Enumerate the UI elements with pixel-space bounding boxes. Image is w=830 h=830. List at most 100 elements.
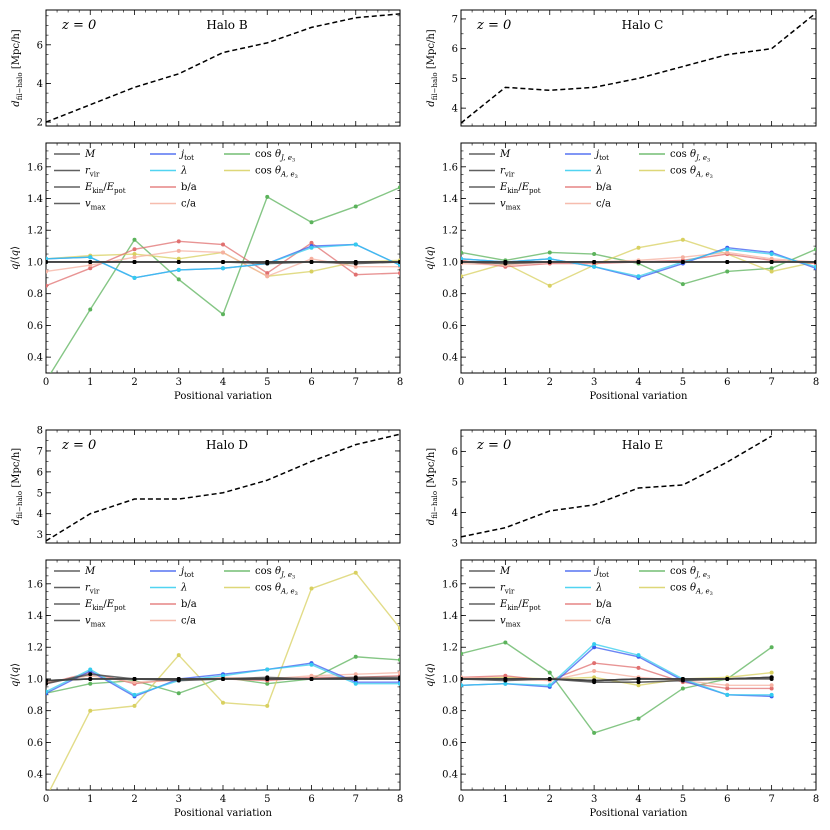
legend-label: rvir <box>85 166 100 179</box>
legend-label: jtot <box>594 566 609 579</box>
legend-label: cos θJ, e3 <box>670 149 710 164</box>
y-tick-label: 1.6 <box>27 162 43 173</box>
series-point <box>132 247 137 252</box>
series-point <box>592 642 597 647</box>
series-point <box>680 255 685 260</box>
series-point <box>132 255 137 260</box>
y-tick-label: 0.4 <box>27 353 43 364</box>
series-point <box>503 673 508 678</box>
series-point <box>353 259 358 264</box>
y-tick-label: 7 <box>37 446 43 457</box>
series-point <box>221 250 225 255</box>
y-tick-label: 6 <box>37 40 43 51</box>
x-tick-label: 4 <box>220 377 226 388</box>
legend-label: c/a <box>181 616 196 627</box>
x-tick-label: 3 <box>591 794 597 805</box>
x-axis-label: Positional variation <box>174 808 272 819</box>
y-tick-label: 4 <box>37 509 43 520</box>
series-point <box>88 708 93 713</box>
series-point <box>680 259 685 264</box>
legend-label: λ <box>180 166 187 177</box>
x-tick-label: 4 <box>220 794 226 805</box>
series-point <box>353 676 358 681</box>
series-point <box>309 673 314 678</box>
series-point <box>176 259 181 264</box>
series-line <box>461 646 772 698</box>
series-point <box>592 645 597 650</box>
series-line <box>461 643 772 696</box>
y-tick-label: 0.4 <box>442 770 458 781</box>
series-point <box>547 259 552 264</box>
series-point <box>309 676 314 681</box>
series-point <box>88 255 93 260</box>
x-tick-label: 8 <box>397 794 403 805</box>
x-axis-label: Positional variation <box>174 391 272 402</box>
series-point <box>636 274 641 279</box>
series-point <box>725 676 730 681</box>
series-point <box>461 259 463 264</box>
series-point <box>769 269 774 274</box>
legend-label: cos θJ, e3 <box>255 149 295 164</box>
series-point <box>88 676 93 681</box>
series-point <box>769 670 774 675</box>
legend-label: jtot <box>179 566 194 579</box>
legend-label: cos θJ, e3 <box>670 566 710 581</box>
series-line <box>50 186 400 373</box>
series-point <box>176 691 181 696</box>
x-tick-label: 6 <box>308 377 314 388</box>
legend-label: vmax <box>85 616 105 629</box>
y-tick-label: 6 <box>37 467 43 478</box>
redshift-label: z = 0 <box>61 438 96 453</box>
halo-b-panel: 2 4 6 z = 0 Halo B dfil−halo [Mpc/h] 0.4 0.6 0.8… <box>10 9 403 402</box>
x-tick-label: 2 <box>547 377 553 388</box>
legend-label: cos θJ, e3 <box>255 566 295 581</box>
legend-label: M <box>84 149 96 160</box>
series-point <box>592 661 597 666</box>
legend-label: λ <box>595 166 602 177</box>
series-point <box>461 683 463 688</box>
legend-label: cos θA, e3 <box>255 166 298 181</box>
y-tick-label: 5 <box>452 74 458 85</box>
x-tick-label: 4 <box>635 377 641 388</box>
distance-line <box>460 435 773 538</box>
y-tick-label: 4 <box>452 104 458 115</box>
bottom-y-axis-label: q/⟨q⟩ <box>425 663 436 687</box>
legend-label: b/a <box>181 599 197 610</box>
y-tick-label: 1.6 <box>27 579 43 590</box>
series-point <box>309 662 314 667</box>
y-tick-label: 0.6 <box>27 321 43 332</box>
y-tick-label: 0.6 <box>27 738 43 749</box>
y-tick-label: 3 <box>37 530 43 541</box>
x-tick-label: 0 <box>43 377 49 388</box>
legend-label: rvir <box>500 583 515 596</box>
x-tick-label: 6 <box>724 377 730 388</box>
series-point <box>547 683 552 688</box>
series-point <box>221 266 225 271</box>
series-point <box>309 240 314 245</box>
series-point <box>503 640 508 645</box>
series-point <box>725 686 730 691</box>
series-point <box>725 692 730 697</box>
halo-c-panel: 4 5 6 7 z = 0 Halo C dfil−halo [Mpc/h] 0.4 0.6 0.… <box>425 9 819 402</box>
series-point <box>461 651 463 656</box>
x-tick-label: 7 <box>768 794 774 805</box>
series-point <box>88 672 93 677</box>
y-tick-label: 8 <box>37 426 43 437</box>
legend-label: b/a <box>596 599 612 610</box>
series-point <box>176 277 181 282</box>
x-axis-label: Positional variation <box>590 808 688 819</box>
top-y-axis-label: dfil−halo [Mpc/h] <box>426 448 439 525</box>
series-point <box>46 689 48 694</box>
series-point <box>353 204 358 209</box>
y-tick-label: 0.8 <box>27 289 43 300</box>
legend-label: jtot <box>179 149 194 162</box>
y-tick-label: 1.0 <box>442 674 458 685</box>
y-tick-label: 1.0 <box>442 257 458 268</box>
y-tick-label: 6 <box>452 447 458 458</box>
bottom-y-axis-label: q/⟨q⟩ <box>10 246 21 270</box>
series-point <box>132 237 137 242</box>
y-tick-label: 4 <box>452 508 458 519</box>
series-point <box>814 259 816 264</box>
series-point <box>265 194 270 199</box>
series-point <box>265 274 270 279</box>
